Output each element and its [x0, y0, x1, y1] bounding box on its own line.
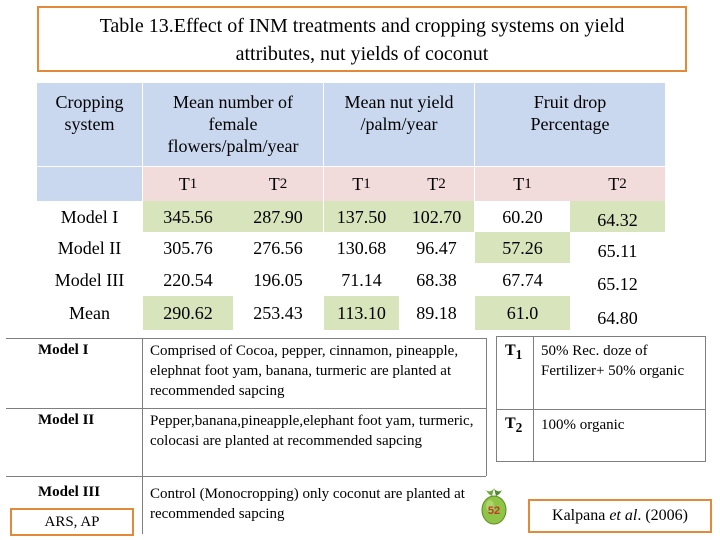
cell-model2-nut-t2: 96.47 [399, 232, 474, 263]
legend-t1-symbol: T1 [505, 342, 523, 363]
subheader-blank [37, 167, 142, 201]
legend-row-divider [497, 409, 705, 410]
cell-mean-female-t1: 290.62 [143, 296, 233, 330]
legend-t2-description: 100% organic [541, 417, 625, 433]
model-1-description: Comprised of Cocoa, pepper, cinnamon, pi… [150, 343, 459, 399]
cell-mean-fruit-t2: 64.80 [570, 296, 665, 330]
desc-divider-left [142, 338, 143, 534]
cell-model1-nut-t1: 137.50 [324, 201, 399, 232]
cell-model1-fruit-t2: 64.32 [570, 201, 665, 232]
cell-model3-female-t2: 196.05 [233, 263, 323, 296]
model-2-description: Pepper,banana,pineapple,elephant foot ya… [150, 413, 474, 449]
row-label-model-2: Model II [57, 237, 122, 258]
legend-divider [533, 337, 534, 461]
org-label: ARS, AP [10, 508, 134, 536]
model-3-label: Model III [38, 484, 101, 500]
desc-line-3 [6, 476, 486, 477]
title-line-1: Table 13.Effect of INM treatments and cr… [99, 15, 625, 37]
row-label-model-1: Model I [60, 206, 119, 227]
model-2-label: Model II [38, 412, 95, 428]
table-title: Table 13.Effect of INM treatments and cr… [37, 6, 687, 72]
legend-t1-description: 50% Rec. doze of Fertilizer+ 50% organic [541, 343, 685, 379]
cell-model1-fruit-t1: 60.20 [475, 201, 570, 232]
badge-number: 52 [488, 505, 500, 517]
cell-mean-nut-t1: 113.10 [324, 296, 399, 330]
row-label-mean: Mean [69, 303, 110, 323]
cell-model2-fruit-t1: 57.26 [475, 232, 570, 263]
cell-model1-nut-t2: 102.70 [399, 201, 474, 232]
cell-model3-female-t1: 220.54 [143, 263, 233, 296]
header-cropping-system: Cropping system [37, 83, 142, 166]
cell-model2-female-t1: 305.76 [143, 232, 233, 263]
header-female-flowers: Mean number of female flowers/palm/year [143, 83, 323, 166]
cell-mean-nut-t2: 89.18 [399, 296, 474, 330]
model-3-description: Control (Monocropping) only coconut are … [150, 486, 465, 522]
row-label-model-3: Model III [54, 269, 125, 290]
citation: Kalpana et al. (2006) [528, 499, 712, 533]
cell-model3-nut-t2: 68.38 [399, 263, 474, 296]
cell-mean-fruit-t1: 61.0 [475, 296, 570, 330]
desc-divider-right [486, 338, 487, 476]
header-fruit-drop: Fruit drop Percentage [475, 83, 665, 166]
cell-model1-female-t2: 287.90 [233, 201, 323, 232]
cell-model1-female-t1: 345.56 [143, 201, 233, 232]
title-line-2: attributes, nut yields of coconut [235, 43, 489, 65]
coconut-badge-icon: 52 [481, 488, 507, 525]
desc-line-2 [6, 408, 486, 409]
desc-top-line [6, 338, 486, 339]
cell-mean-female-t2: 253.43 [233, 296, 323, 330]
cell-model2-fruit-t2: 65.11 [570, 232, 665, 263]
header-nut-yield: Mean nut yield /palm/year [324, 83, 474, 166]
legend-t2-symbol: T2 [505, 415, 523, 436]
treatment-legend: T1 50% Rec. doze of Fertilizer+ 50% orga… [496, 336, 706, 462]
cell-model3-nut-t1: 71.14 [324, 263, 399, 296]
cell-model3-fruit-t2: 65.12 [570, 263, 665, 296]
cell-model3-fruit-t1: 67.74 [475, 263, 570, 296]
model-1-label: Model I [38, 342, 89, 358]
cell-model2-female-t2: 276.56 [233, 232, 323, 263]
cell-model2-nut-t1: 130.68 [324, 232, 399, 263]
